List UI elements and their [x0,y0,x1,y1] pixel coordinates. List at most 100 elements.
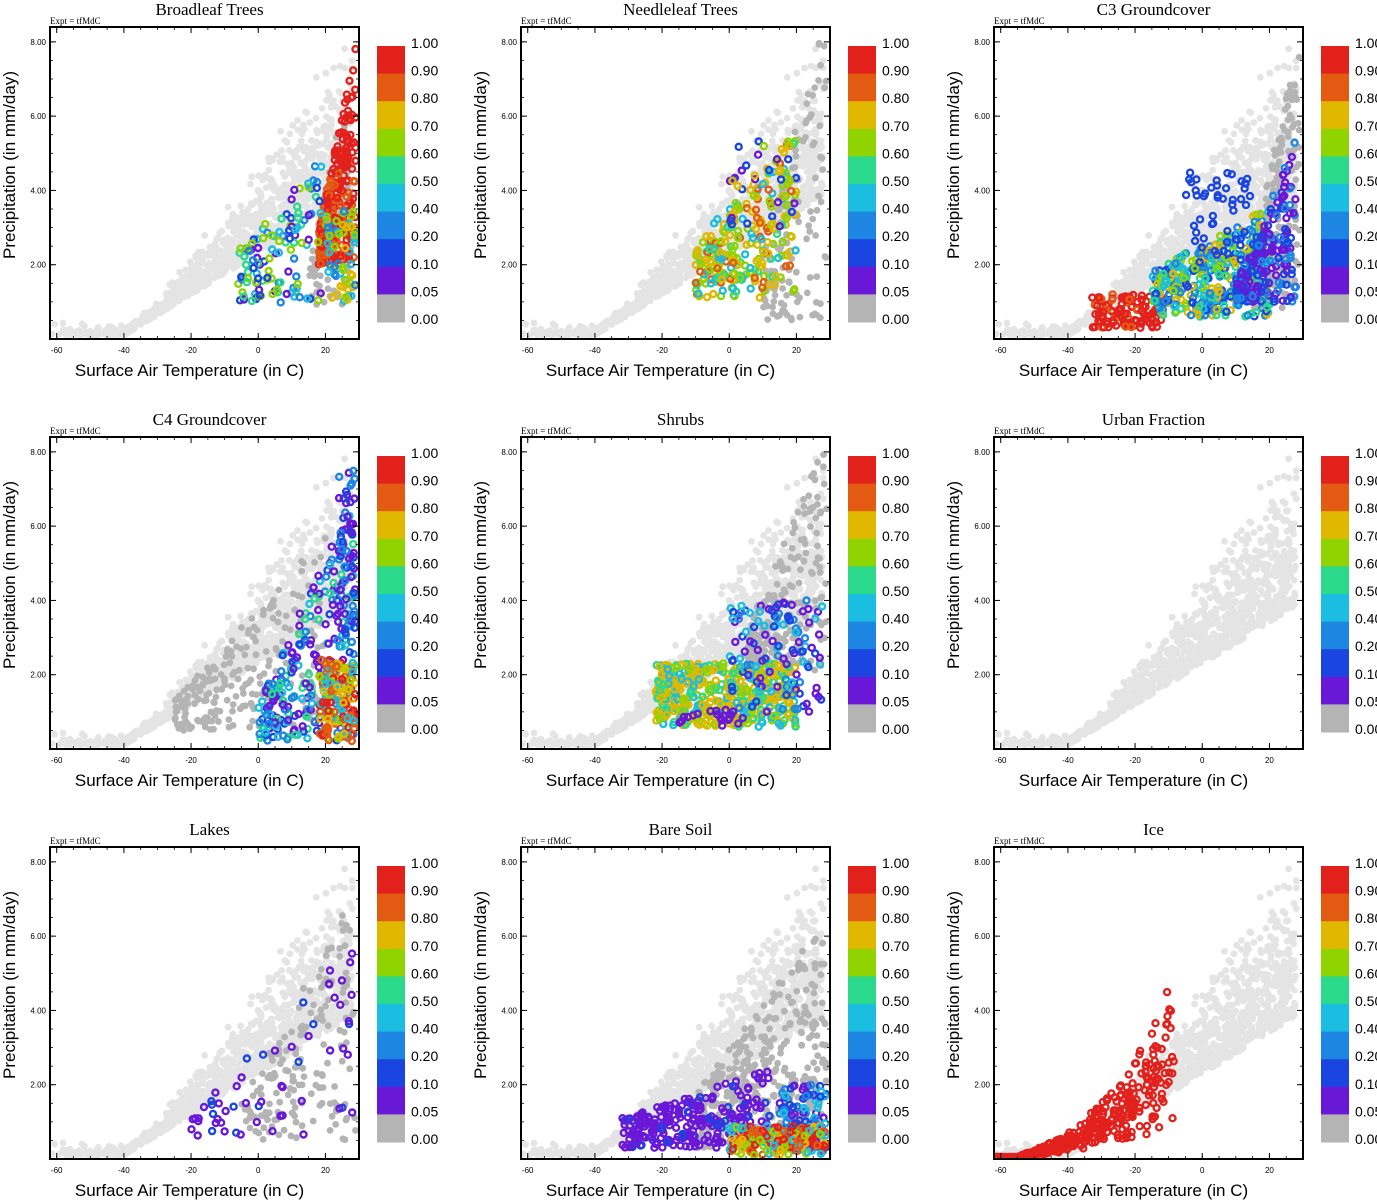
y-tick-label: 2.00 [30,261,46,270]
zero-fraction-point [817,198,825,206]
background-point [1252,155,1260,163]
background-point [672,232,679,239]
fraction-point [746,185,755,195]
background-point [1237,147,1244,155]
fraction-point [323,223,333,232]
zero-fraction-point [818,154,826,162]
fraction-point [765,196,774,206]
background-point [623,300,631,308]
background-point [265,154,272,162]
background-point [322,122,329,130]
fraction-point [292,284,301,293]
fraction-point [787,232,796,242]
colorbar: 1.000.900.800.700.600.500.400.200.100.05… [377,35,438,327]
fraction-point [733,181,742,191]
background-point [1242,217,1250,225]
background-point [1037,330,1044,338]
fraction-point [1141,302,1150,311]
fraction-point [236,244,245,253]
background-point [1046,331,1054,338]
fraction-point [768,219,777,229]
fraction-point [267,231,276,240]
background-point [1158,234,1166,242]
background-point [1266,69,1274,77]
background-point [102,331,110,338]
background-point [1256,74,1264,81]
zero-fraction-point [1295,160,1303,168]
x-tick-label: 20 [792,346,801,355]
x-tick-label: 0 [727,346,732,355]
fraction-point [282,210,291,219]
colorbar-label: 0.40 [882,201,909,217]
zero-fraction-point [809,311,816,319]
background-point [687,229,695,237]
background-point [805,161,812,169]
background-point [326,91,334,99]
fraction-point [725,230,735,240]
background-point [1201,201,1209,209]
fraction-point [1088,293,1097,302]
background-point [149,312,157,319]
fraction-point [240,252,249,261]
fraction-point [1107,295,1117,304]
zero-fraction-point [812,174,819,182]
fraction-point [276,278,285,287]
background-point [186,258,194,266]
fraction-point [701,255,711,264]
scatter-points [521,39,830,339]
background-point [229,248,236,256]
fraction-point [787,186,796,196]
background-point [994,330,1000,338]
background-point [1258,129,1265,137]
background-point [783,74,791,81]
fraction-point [253,243,263,253]
background-point [548,331,556,339]
fraction-point [292,202,302,211]
fraction-point [1136,317,1145,326]
fraction-point [726,216,735,225]
background-point [1222,147,1229,154]
background-point [660,270,667,278]
fraction-point [338,263,348,272]
background-point [143,317,150,325]
background-point [1174,228,1181,236]
fraction-point [344,251,353,261]
panel-title: C3 Groundcover [1097,0,1211,19]
background-point [341,45,348,53]
fraction-point [297,238,306,248]
zero-fraction-point [805,222,812,230]
background-point [330,64,337,72]
background-point [633,290,641,297]
background-point [1136,252,1143,260]
background-point [657,258,665,266]
background-point [327,141,335,148]
background-point [1238,126,1245,133]
scatter-points [994,45,1303,339]
fraction-point [755,218,765,228]
fraction-point [776,175,786,184]
fraction-point [734,233,743,243]
zero-fraction-point [1278,141,1286,149]
fraction-point [750,273,759,283]
fraction-point [765,280,775,289]
background-point [1168,203,1176,211]
zero-fraction-point [791,164,799,171]
zero-fraction-point [821,84,829,92]
fraction-point [691,278,701,287]
x-tick-label: -20 [656,346,668,355]
background-point [1010,325,1018,333]
background-point [684,270,692,278]
fraction-point [1088,323,1098,332]
fraction-point [1219,297,1228,306]
zero-fraction-point [792,147,799,154]
fraction-point [789,286,798,296]
fraction-point [339,109,348,119]
background-point [699,215,707,223]
background-point [770,126,778,134]
fraction-point [337,201,346,210]
x-tick-label: -40 [589,346,601,355]
fraction-point [349,66,358,75]
fraction-point [317,162,326,171]
zero-fraction-point [1286,81,1294,89]
panel-title: Broadleaf Trees [155,0,263,19]
